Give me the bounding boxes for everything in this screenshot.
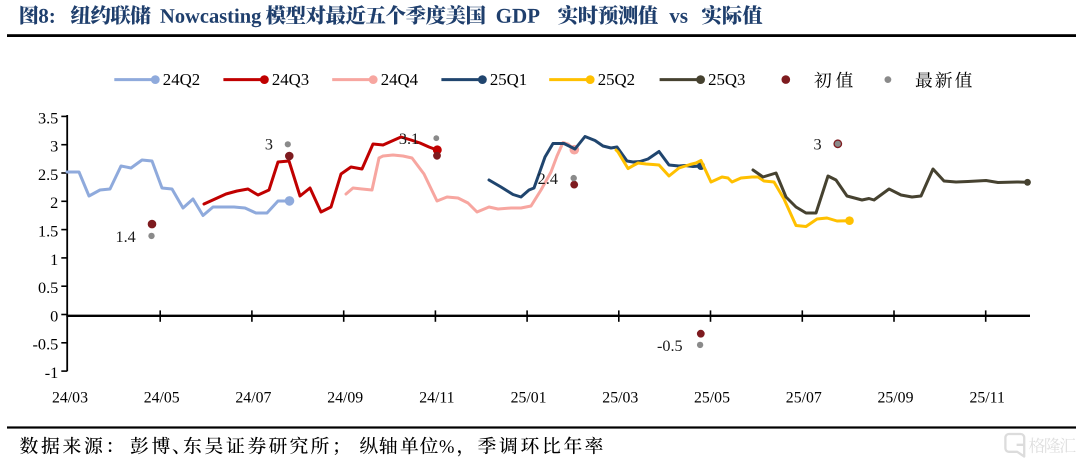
svg-text:-1: -1: [45, 363, 59, 382]
svg-text:1.4: 1.4: [115, 228, 135, 246]
svg-text:25/11: 25/11: [969, 389, 1004, 406]
svg-text:0.5: 0.5: [38, 278, 58, 297]
svg-text:24/11: 24/11: [419, 389, 454, 406]
svg-text:24Q2: 24Q2: [163, 70, 200, 89]
svg-text:25/07: 25/07: [786, 389, 822, 406]
svg-text:1.5: 1.5: [38, 222, 58, 241]
svg-text:24Q3: 24Q3: [272, 70, 309, 89]
svg-text:24/07: 24/07: [235, 389, 271, 406]
svg-text:3: 3: [265, 136, 273, 154]
svg-text:1: 1: [50, 250, 58, 269]
svg-text:25Q1: 25Q1: [490, 70, 527, 89]
svg-text:24Q4: 24Q4: [381, 70, 419, 89]
svg-text:3.1: 3.1: [399, 130, 419, 148]
svg-text:2.4: 2.4: [538, 170, 558, 188]
svg-text:25/09: 25/09: [878, 389, 914, 406]
svg-text:-0.5: -0.5: [33, 335, 59, 354]
svg-text:-0.5: -0.5: [657, 337, 683, 355]
svg-text:2: 2: [50, 193, 58, 212]
svg-text:25/01: 25/01: [511, 389, 547, 406]
svg-text:25Q2: 25Q2: [598, 70, 635, 89]
svg-text:24/09: 24/09: [327, 389, 363, 406]
svg-text:24/05: 24/05: [144, 389, 180, 406]
svg-text:25/03: 25/03: [602, 389, 638, 406]
svg-text:3: 3: [50, 137, 58, 156]
svg-text:0: 0: [50, 306, 58, 325]
svg-text:25Q3: 25Q3: [708, 70, 745, 89]
svg-text:3: 3: [814, 136, 822, 154]
svg-text:3.5: 3.5: [38, 108, 58, 127]
svg-text:24/03: 24/03: [52, 389, 88, 406]
svg-text:25/05: 25/05: [694, 389, 730, 406]
svg-text:2.5: 2.5: [38, 165, 58, 184]
